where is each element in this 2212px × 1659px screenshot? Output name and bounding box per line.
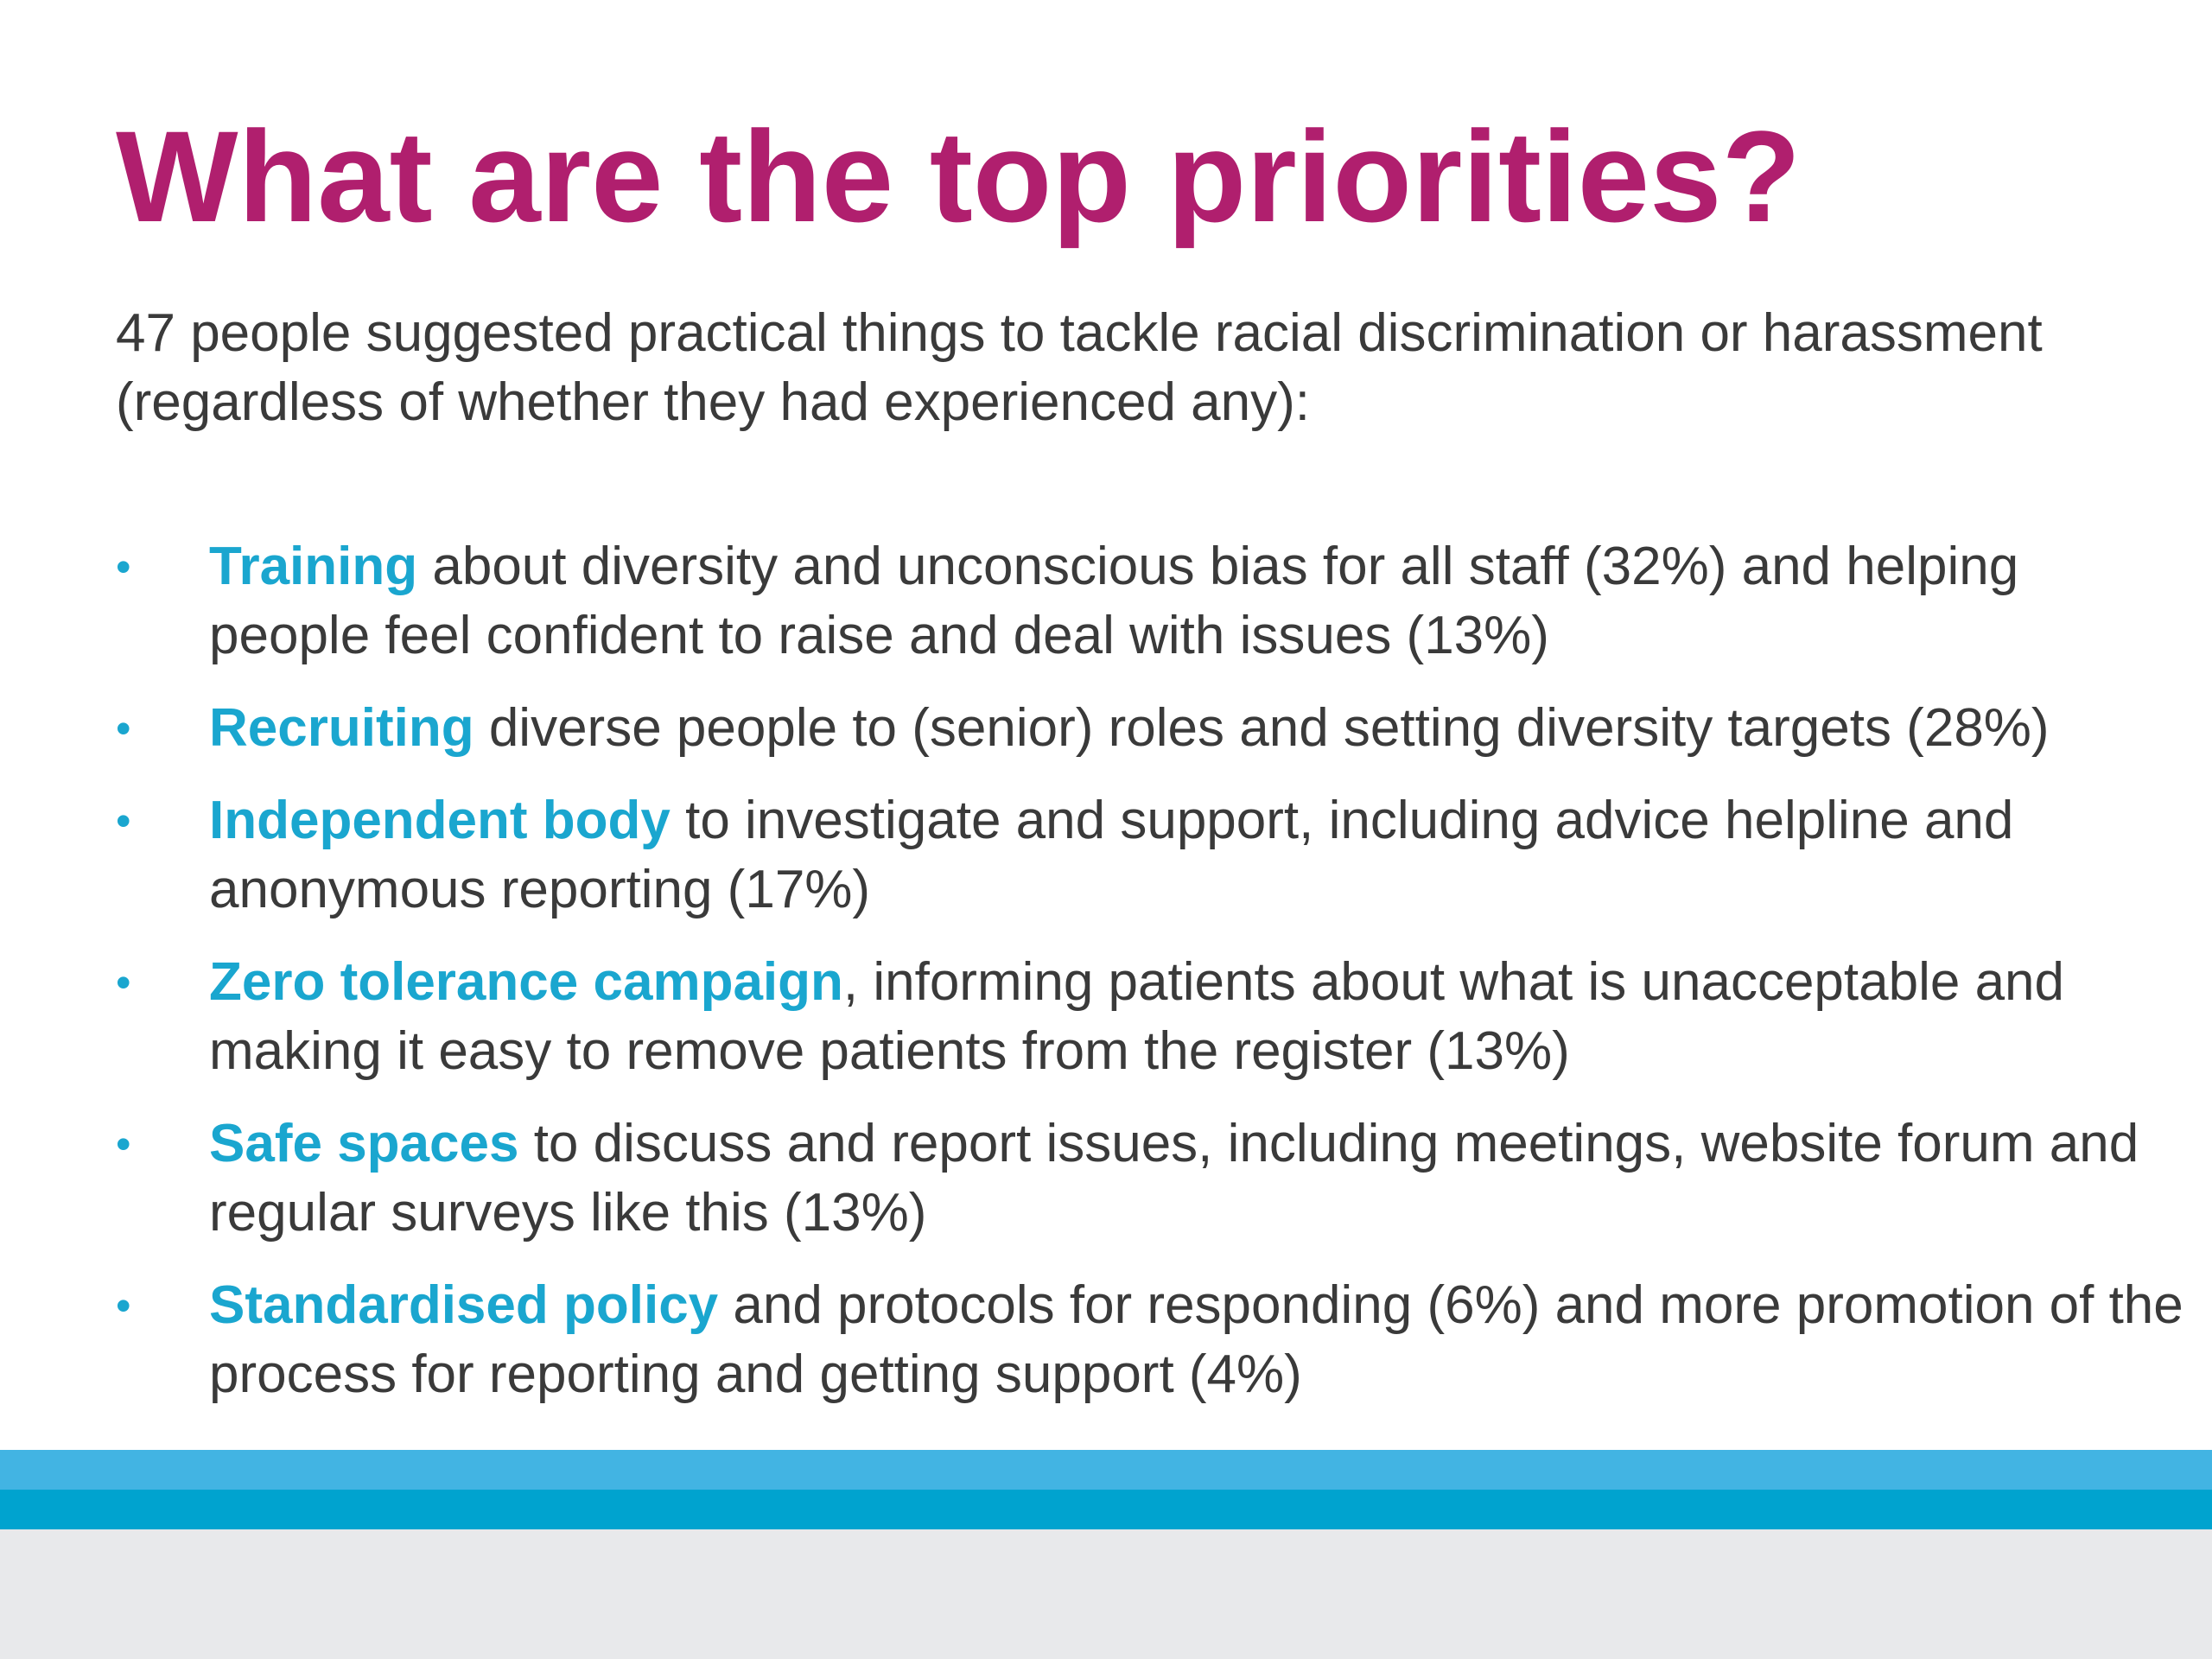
priority-item-safe-spaces: • Safe spaces to discuss and report issu…	[116, 1109, 2190, 1248]
priority-item-training: • Training about diversity and unconscio…	[116, 532, 2190, 671]
priority-keyword: Training	[209, 537, 418, 596]
priority-item-zero-tolerance: • Zero tolerance campaign, informing pat…	[116, 948, 2190, 1086]
priority-keyword: Standardised policy	[209, 1275, 719, 1335]
priority-text: , informing patients about what is unacc…	[209, 952, 2065, 1081]
bullet-icon: •	[116, 1281, 131, 1330]
priorities-list: • Training about diversity and unconscio…	[116, 532, 2190, 1433]
priority-text: and protocols for responding (6%) and mo…	[209, 1275, 2183, 1404]
footer-band	[0, 1529, 2212, 1659]
priority-text: about diversity and unconscious bias for…	[209, 537, 2019, 665]
footer-stripe-dark	[0, 1490, 2212, 1529]
priority-keyword: Recruiting	[209, 698, 474, 758]
bullet-icon: •	[116, 704, 131, 753]
priority-keyword: Safe spaces	[209, 1114, 519, 1173]
bullet-icon: •	[116, 1120, 131, 1168]
priority-item-independent-body: • Independent body to investigate and su…	[116, 786, 2190, 925]
bullet-icon: •	[116, 543, 131, 591]
priority-keyword: Independent body	[209, 791, 671, 850]
priority-item-recruiting: • Recruiting diverse people to (senior) …	[116, 694, 2190, 763]
priority-text: diverse people to (senior) roles and set…	[474, 698, 2050, 758]
priority-text: to discuss and report issues, including …	[209, 1114, 2139, 1243]
bullet-icon: •	[116, 958, 131, 1007]
priority-item-standardised-policy: • Standardised policy and protocols for …	[116, 1271, 2190, 1409]
footer-stripe-light	[0, 1450, 2212, 1490]
intro-paragraph: 47 people suggested practical things to …	[116, 303, 2043, 432]
bullet-icon: •	[116, 797, 131, 845]
priority-text: to investigate and support, including ad…	[209, 791, 2014, 919]
slide-title: What are the top priorities?	[116, 104, 1802, 249]
priority-keyword: Zero tolerance campaign	[209, 952, 843, 1012]
